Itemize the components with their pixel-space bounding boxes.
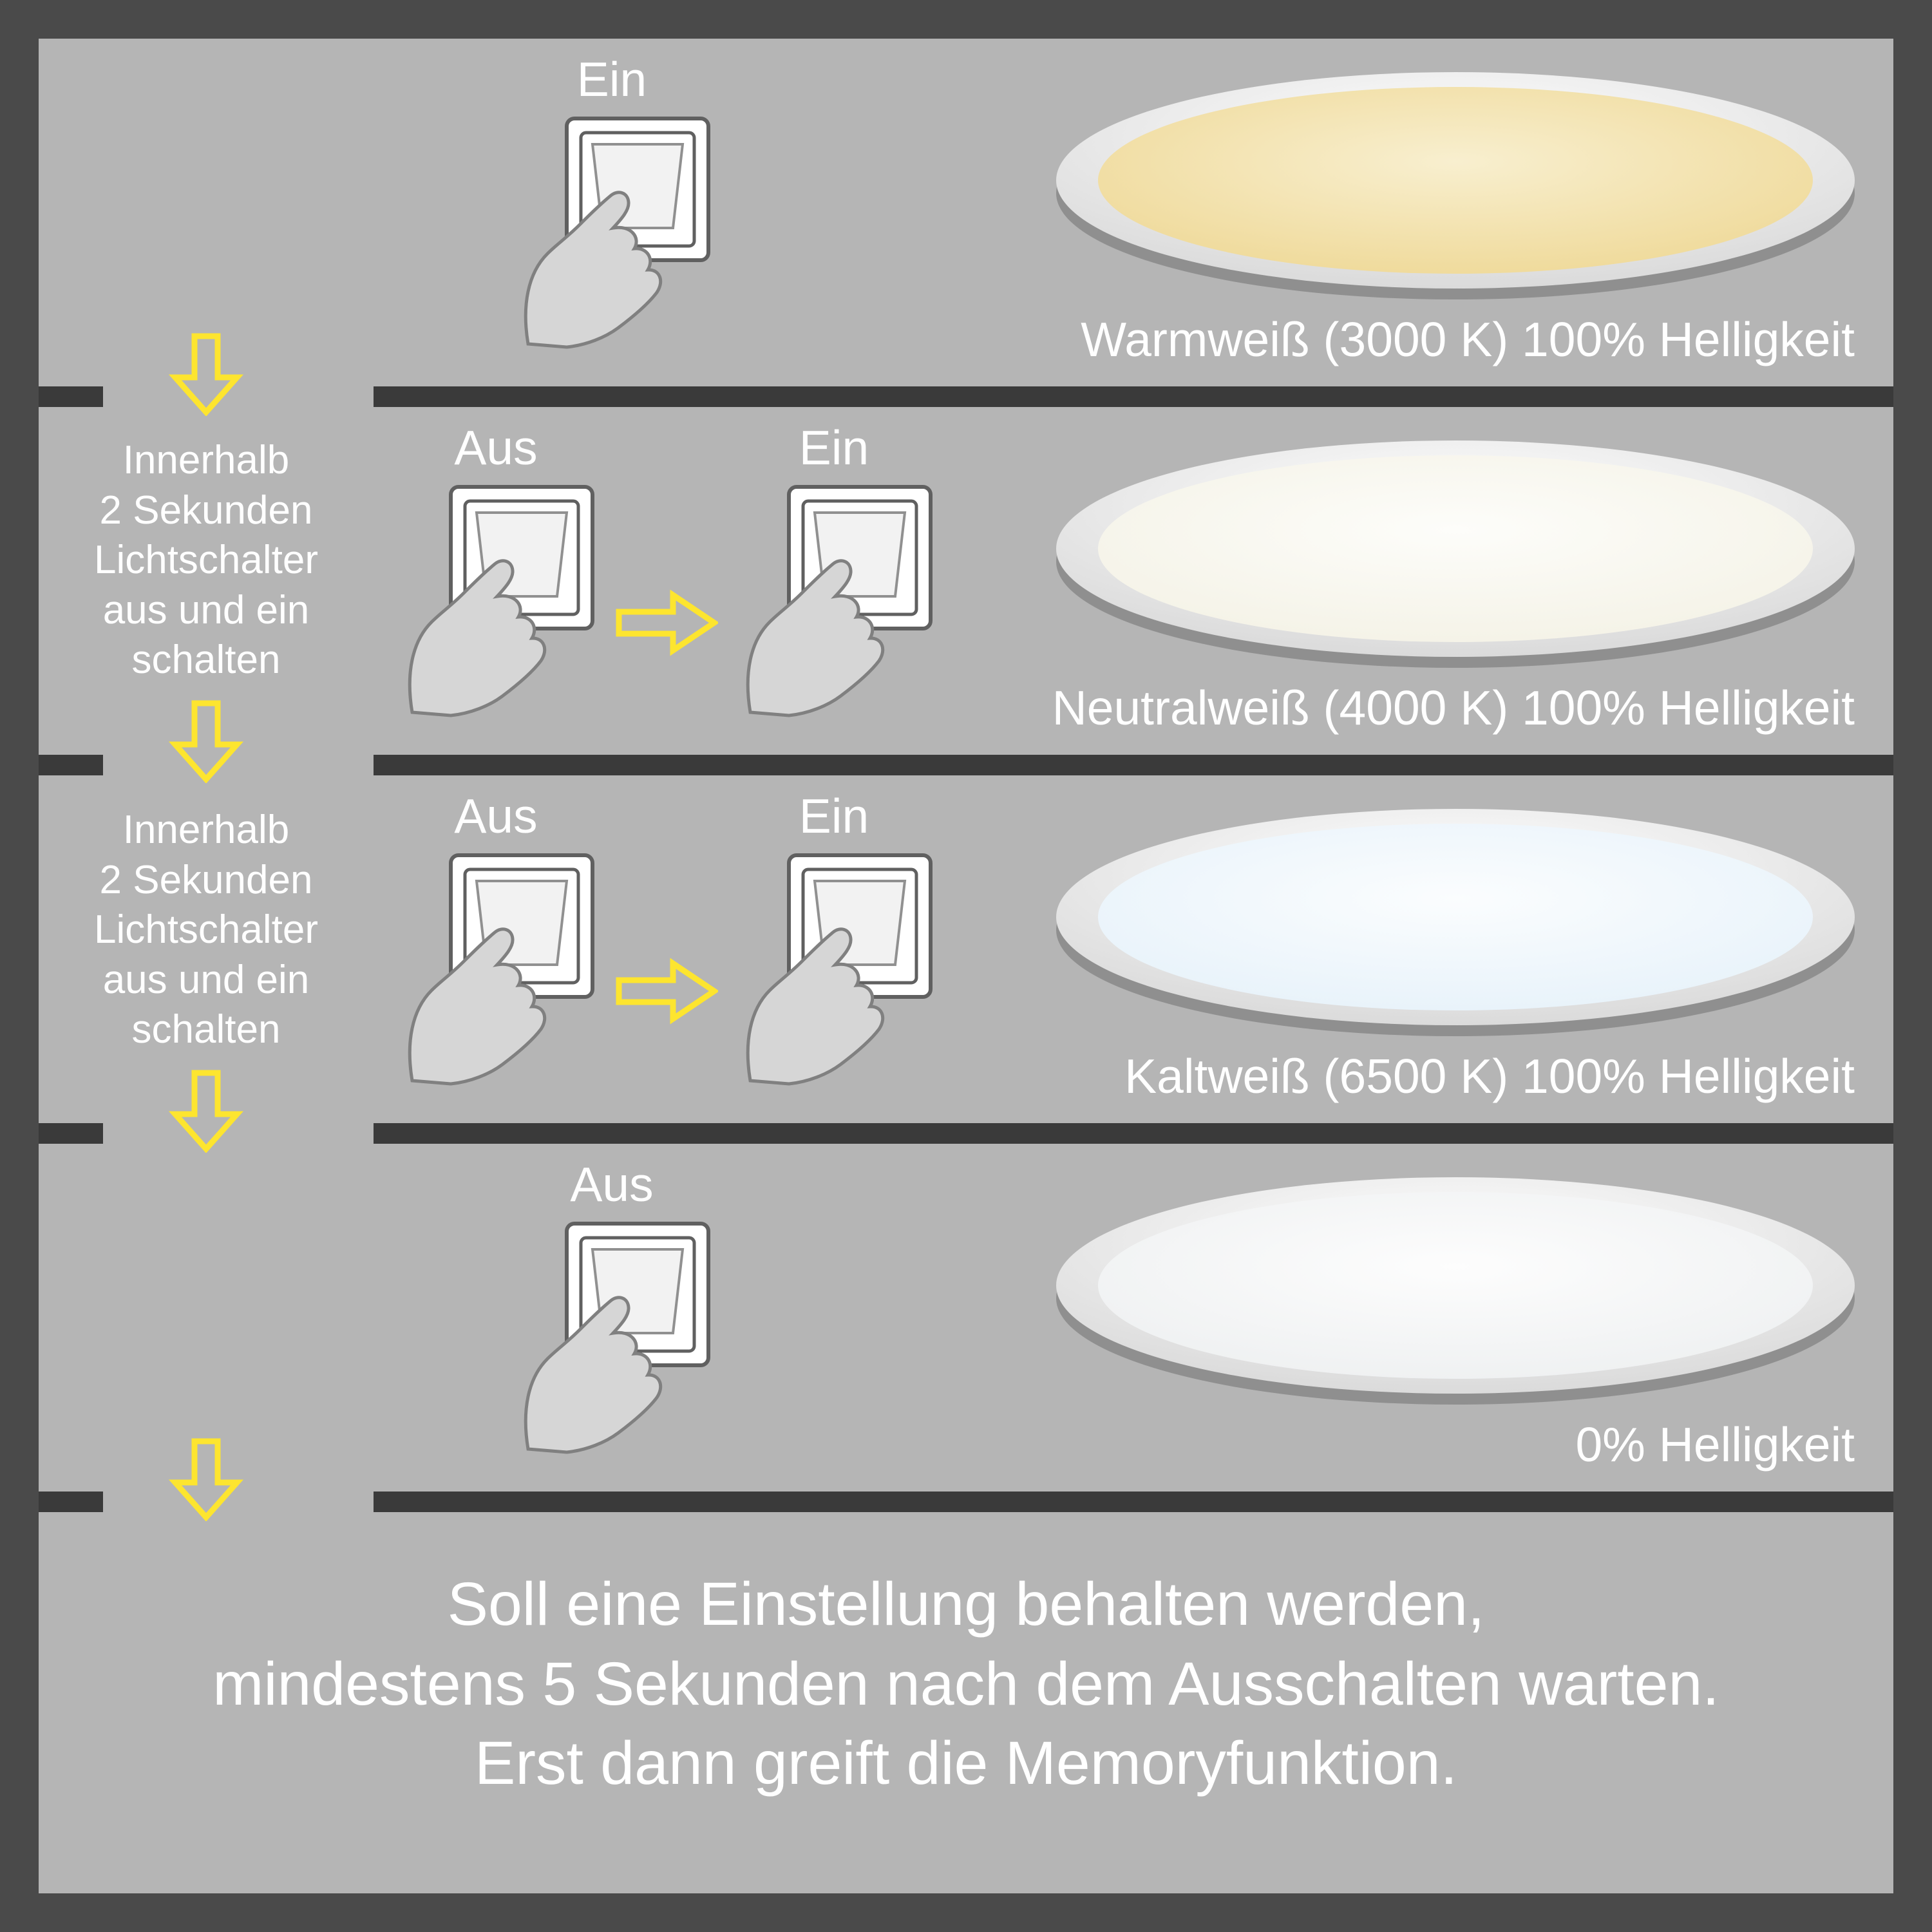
divider [374,1492,1893,1512]
instruction-text-2: Innerhalb 2 Sekunden Lichtschalter aus u… [39,805,374,1055]
step-caption-3: Kaltweiß (6500 K) 100% Helligkeit [1124,1048,1855,1104]
divider-stub [39,755,103,775]
switch-on: Ein [502,52,721,354]
hand-switch-icon [386,849,605,1087]
switch-label-off: Aus [386,788,605,844]
memory-function-note: Soll eine Einstellung behalten werden, m… [39,1565,1893,1804]
divider [374,1123,1893,1144]
infographic-frame: Innerhalb 2 Sekunden Lichtschalter aus u… [39,39,1893,1893]
switch-label-off: Aus [502,1157,721,1212]
switch-on: Ein [724,788,943,1090]
arrow-down-icon [167,1069,245,1153]
divider [374,755,1893,775]
hand-switch-icon [386,480,605,719]
step-caption-4: 0% Helligkeit [1575,1417,1855,1472]
step-caption-1: Warmweiß (3000 K) 100% Helligkeit [1081,312,1855,367]
switch-off: Aus [386,788,605,1090]
divider-stub [39,1123,103,1144]
divider-stub [39,386,103,407]
switch-label-on: Ein [502,52,721,107]
switch-on: Ein [724,420,943,722]
arrow-right-icon [615,587,718,661]
hand-switch-icon [502,112,721,350]
step-panel-4: Aus [374,1144,1893,1492]
step-caption-2: Neutralweiß (4000 K) 100% Helligkeit [1052,680,1855,735]
switch-off: Aus [386,420,605,722]
step-panel-2: Aus Ein [374,407,1893,755]
ceiling-lamp-warm [1043,58,1868,303]
arrow-right-icon [615,956,718,1030]
step-panel-1: Ein [374,39,1893,386]
switch-label-on: Ein [724,788,943,844]
arrow-down-icon [167,1437,245,1521]
ceiling-lamp-off [1043,1163,1868,1408]
hand-switch-icon [502,1217,721,1455]
instruction-text-1: Innerhalb 2 Sekunden Lichtschalter aus u… [39,435,374,685]
ceiling-lamp-cold [1043,795,1868,1039]
step-panel-3: Aus Ein [374,775,1893,1123]
divider [374,386,1893,407]
arrow-down-icon [167,332,245,416]
hand-switch-icon [724,480,943,719]
divider-stub [39,1492,103,1512]
hand-switch-icon [724,849,943,1087]
switch-off: Aus [502,1157,721,1459]
switch-label-off: Aus [386,420,605,475]
ceiling-lamp-neutral [1043,426,1868,671]
switch-label-on: Ein [724,420,943,475]
arrow-down-icon [167,699,245,783]
